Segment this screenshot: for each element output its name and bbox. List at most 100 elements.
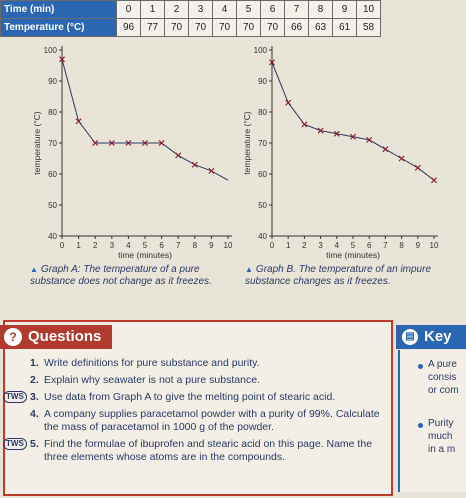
time-cell: 10	[356, 0, 381, 19]
x-tick-label: 6	[367, 241, 372, 250]
question-item: 1. Write definitions for pure substance a…	[30, 357, 385, 370]
x-tick-label: 1	[286, 241, 291, 250]
time-cell: 4	[212, 0, 237, 19]
temp-cell: 70	[236, 18, 261, 37]
caption-graph-b: ▲ Graph B. The temperature of an impure s…	[245, 264, 445, 288]
data-point	[142, 140, 148, 146]
question-number: 4.	[30, 408, 39, 420]
tws-badge: TWS	[3, 391, 27, 403]
data-point	[269, 59, 275, 66]
temp-cell: 70	[164, 18, 189, 37]
temp-cell: 63	[308, 18, 333, 37]
y-tick-label: 70	[258, 139, 267, 148]
y-tick-label: 50	[48, 201, 57, 210]
question-text: A company supplies paracetamol powder wi…	[44, 408, 380, 433]
question-number: 5.	[30, 438, 39, 450]
temp-cell: 70	[260, 18, 285, 37]
data-point	[191, 161, 198, 168]
time-cell: 5	[236, 0, 261, 19]
question-text: Explain why seawater is not a pure subst…	[44, 374, 260, 386]
x-tick-label: 9	[416, 241, 421, 250]
question-number: 3.	[30, 391, 39, 403]
question-text: Find the formulae of ibuprofen and stear…	[44, 438, 373, 463]
graph-a: 40 50 60 70 80 90 100 0 1 2 3 4 5 6 7 8 9 10 time (minutes…	[32, 46, 233, 260]
data-point	[285, 99, 292, 106]
x-tick-label: 0	[270, 241, 275, 250]
data-point	[382, 146, 389, 153]
temp-cell: 70	[188, 18, 213, 37]
x-tick-label: 4	[126, 241, 131, 250]
y-tick-label: 90	[258, 77, 267, 86]
triangle-icon: ▲	[245, 265, 253, 274]
bullet-icon	[418, 364, 423, 369]
temperature-label: Temperature (°C)	[0, 18, 117, 37]
data-point	[75, 118, 82, 125]
y-tick-label: 50	[258, 201, 267, 210]
key-title: Key	[424, 328, 452, 345]
key-line: consis	[428, 372, 457, 383]
key-line: in a m	[428, 444, 456, 455]
question-number: 2.	[30, 374, 39, 386]
temp-cell: 77	[140, 18, 165, 37]
bullet-icon	[418, 423, 423, 428]
x-tick-label: 7	[383, 241, 388, 250]
question-text: Use data from Graph A to give the meltin…	[44, 391, 336, 403]
x-tick-label: 7	[176, 241, 181, 250]
x-tick-label: 8	[193, 241, 198, 250]
y-tick-label: 60	[48, 170, 57, 179]
y-tick-label: 70	[48, 139, 57, 148]
key-line: or com	[428, 385, 459, 396]
time-cell: 9	[332, 0, 357, 19]
x-tick-label: 5	[351, 241, 356, 250]
question-number: 1.	[30, 357, 39, 369]
y-tick-label: 80	[48, 108, 57, 117]
time-cell: 0	[116, 0, 141, 19]
questions-list: 1. Write definitions for pure substance a…	[3, 357, 385, 468]
data-point	[125, 140, 132, 146]
data-point	[366, 136, 373, 143]
temp-cell: 70	[212, 18, 237, 37]
data-point	[414, 164, 421, 171]
key-line: Purity	[428, 418, 454, 429]
data-point	[208, 167, 215, 174]
key-box	[398, 350, 466, 492]
x-tick-label: 1	[76, 241, 81, 250]
y-tick-label: 90	[48, 77, 57, 86]
data-point	[431, 177, 437, 184]
x-tick-label: 10	[430, 241, 439, 250]
data-point	[108, 140, 115, 146]
x-axis-label: time (minutes)	[118, 250, 172, 260]
time-row: Time (min) 0 1 2 3 4 5 6 7 8 9 10	[0, 0, 381, 19]
x-tick-label: 9	[209, 241, 214, 250]
x-tick-label: 0	[60, 241, 65, 250]
x-tick-label: 5	[143, 241, 148, 250]
time-cell: 6	[260, 0, 285, 19]
y-tick-label: 100	[44, 46, 58, 55]
data-point	[92, 140, 99, 146]
x-tick-label: 6	[159, 241, 164, 250]
time-cell: 2	[164, 0, 189, 19]
temp-cell: 61	[332, 18, 357, 37]
x-tick-label: 3	[318, 241, 323, 250]
y-tick-label: 80	[258, 108, 267, 117]
question-mark-icon: ?	[4, 328, 22, 347]
data-point	[350, 133, 356, 140]
questions-header: ? Questions	[0, 325, 112, 349]
time-label: Time (min)	[0, 0, 117, 19]
time-cell: 8	[308, 0, 333, 19]
question-item: TWS 5. Find the formulae of ibuprofen and …	[3, 438, 385, 464]
key-line: much	[428, 431, 453, 442]
caption-b-text: Graph B. The temperature of an impure su…	[245, 264, 432, 287]
data-point	[317, 127, 324, 134]
triangle-icon: ▲	[30, 265, 38, 274]
question-item: 2. Explain why seawater is not a pure sub…	[30, 374, 385, 387]
time-cell: 3	[188, 0, 213, 19]
data-point	[175, 152, 182, 159]
data-point	[59, 56, 65, 63]
key-line: A pure	[428, 359, 457, 370]
questions-title: Questions	[28, 328, 102, 345]
caption-a-text: Graph A: The temperature of a pure subst…	[30, 264, 212, 287]
data-point	[301, 121, 308, 128]
series-line	[271, 62, 435, 181]
x-axis-label: time (minutes)	[326, 250, 380, 260]
